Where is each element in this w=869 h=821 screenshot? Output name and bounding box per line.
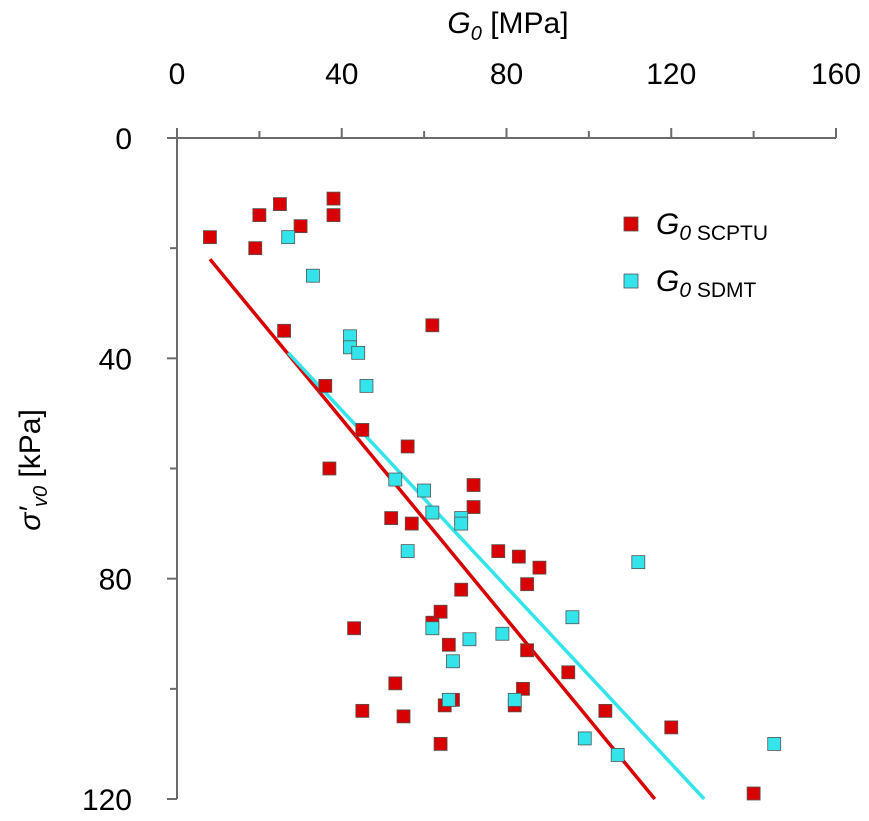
data-point-sdmt (446, 654, 460, 669)
x-axis-title: G0 [MPa] (447, 7, 568, 45)
data-point-scptu (520, 643, 534, 658)
data-points (203, 191, 782, 801)
data-point-scptu (400, 439, 415, 454)
data-point-scptu (322, 461, 337, 476)
trend-line-sdmt (286, 351, 706, 801)
y-tick-label: 80 (99, 564, 132, 597)
data-point-scptu (404, 516, 419, 531)
data-point-scptu (466, 478, 481, 492)
data-point-scptu (441, 637, 456, 652)
data-point-sdmt (425, 621, 440, 636)
data-point-sdmt (767, 737, 782, 751)
data-point-sdmt (577, 731, 592, 746)
data-point-sdmt (495, 626, 510, 641)
data-point-scptu (203, 230, 217, 245)
x-tick-label: 0 (169, 58, 186, 91)
data-point-scptu (425, 318, 440, 333)
data-point-scptu (520, 577, 534, 592)
data-point-sdmt (507, 692, 522, 707)
data-point-scptu (466, 500, 481, 514)
x-tick-label: 160 (811, 58, 861, 91)
data-point-scptu (248, 241, 263, 256)
x-tick-label: 40 (325, 58, 358, 91)
data-point-scptu (277, 323, 291, 338)
legend-marker-scptu (623, 216, 639, 232)
legend: G0 SCPTU G0 SDMT (623, 208, 768, 302)
data-point-scptu (384, 511, 399, 525)
data-point-sdmt (425, 505, 440, 520)
data-point-sdmt (400, 544, 415, 559)
data-point-scptu (433, 604, 448, 619)
data-point-scptu (454, 582, 469, 597)
data-point-sdmt (454, 516, 469, 531)
data-point-scptu (396, 709, 411, 724)
data-point-scptu (326, 208, 341, 223)
data-point-scptu (532, 560, 547, 575)
data-point-scptu (355, 423, 370, 437)
data-point-sdmt (441, 692, 456, 707)
legend-label-sdmt: G0 SDMT (656, 265, 757, 302)
x-tick-label: 120 (646, 58, 696, 91)
data-point-scptu (511, 549, 526, 564)
data-point-scptu (355, 703, 370, 718)
data-point-sdmt (359, 378, 374, 393)
y-tick-label: 0 (115, 123, 132, 156)
data-point-sdmt (631, 555, 646, 570)
y-tick-label: 120 (82, 784, 132, 817)
data-point-sdmt (281, 230, 296, 245)
legend-marker-sdmt (623, 273, 639, 289)
data-point-scptu (318, 378, 333, 393)
data-point-scptu (516, 681, 530, 696)
data-point-scptu (561, 665, 576, 680)
data-point-scptu (252, 208, 267, 223)
data-point-scptu (347, 621, 362, 636)
data-point-sdmt (610, 748, 625, 762)
data-point-scptu (598, 703, 613, 718)
data-point-sdmt (462, 632, 477, 647)
data-point-scptu (664, 720, 679, 735)
data-point-sdmt (306, 268, 320, 283)
legend-label-scptu: G0 SCPTU (656, 208, 768, 245)
data-point-sdmt (388, 472, 403, 487)
x-tick-label: 80 (490, 58, 523, 91)
trend-line-scptu (208, 258, 657, 801)
y-axis-title: σ′v0 [kPa] (14, 409, 52, 531)
data-point-scptu (273, 197, 287, 212)
data-point-sdmt (565, 610, 580, 625)
y-tick-label: 40 (99, 343, 132, 376)
data-point-sdmt (351, 345, 366, 360)
data-point-scptu (388, 676, 403, 691)
axes: 0 40 80 120 160 0 40 80 120 G0 [MPa] σ′v0 [kPa] (14, 7, 861, 817)
data-point-scptu (326, 191, 341, 206)
data-point-scptu (433, 737, 448, 751)
data-point-scptu (746, 786, 761, 801)
data-point-scptu (491, 544, 506, 559)
data-point-sdmt (417, 483, 432, 498)
data-point-scptu (293, 219, 308, 234)
